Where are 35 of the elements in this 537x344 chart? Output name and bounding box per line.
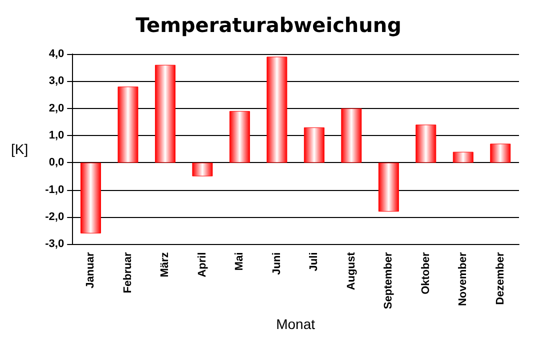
bar bbox=[154, 64, 176, 163]
bar bbox=[490, 144, 511, 163]
chart-title: Temperaturabweichung bbox=[136, 13, 402, 37]
x-tick-label: Januar bbox=[84, 252, 97, 288]
x-tick-label: Juli bbox=[308, 252, 320, 272]
y-tick-label: 4,0 bbox=[48, 48, 64, 60]
bar bbox=[378, 162, 399, 212]
bar bbox=[304, 127, 324, 163]
bar bbox=[416, 124, 436, 163]
x-tick-label: Februar bbox=[122, 252, 134, 294]
x-axis-title: Monat bbox=[276, 316, 316, 332]
y-tick-label: 0,0 bbox=[48, 156, 64, 169]
x-tick-label: Juni bbox=[270, 252, 283, 275]
x-tick-label: Dezember bbox=[494, 252, 506, 305]
bar bbox=[266, 56, 288, 163]
y-tick-label: -3,0 bbox=[45, 238, 64, 250]
y-tick-label: -2,0 bbox=[45, 211, 64, 224]
bar bbox=[229, 111, 250, 163]
y-axis-title: [K] bbox=[10, 141, 28, 158]
x-tick-label: März bbox=[159, 252, 172, 278]
y-tick-label: 2,0 bbox=[48, 102, 64, 114]
x-tick-label: November bbox=[457, 252, 470, 306]
x-tick-label: Oktober bbox=[420, 252, 432, 294]
y-tick-label: -1,0 bbox=[45, 184, 64, 196]
x-tick-label: Mai bbox=[234, 252, 246, 271]
x-tick-label: April bbox=[196, 252, 208, 278]
x-tick-label: September bbox=[382, 252, 395, 310]
bar bbox=[118, 86, 138, 163]
bar bbox=[80, 162, 101, 234]
y-tick-label: 3,0 bbox=[48, 75, 64, 88]
x-tick-label: August bbox=[345, 252, 358, 290]
y-tick-label: 1,0 bbox=[48, 130, 64, 142]
bar bbox=[452, 152, 474, 163]
bar bbox=[192, 162, 213, 176]
bar bbox=[341, 108, 362, 163]
